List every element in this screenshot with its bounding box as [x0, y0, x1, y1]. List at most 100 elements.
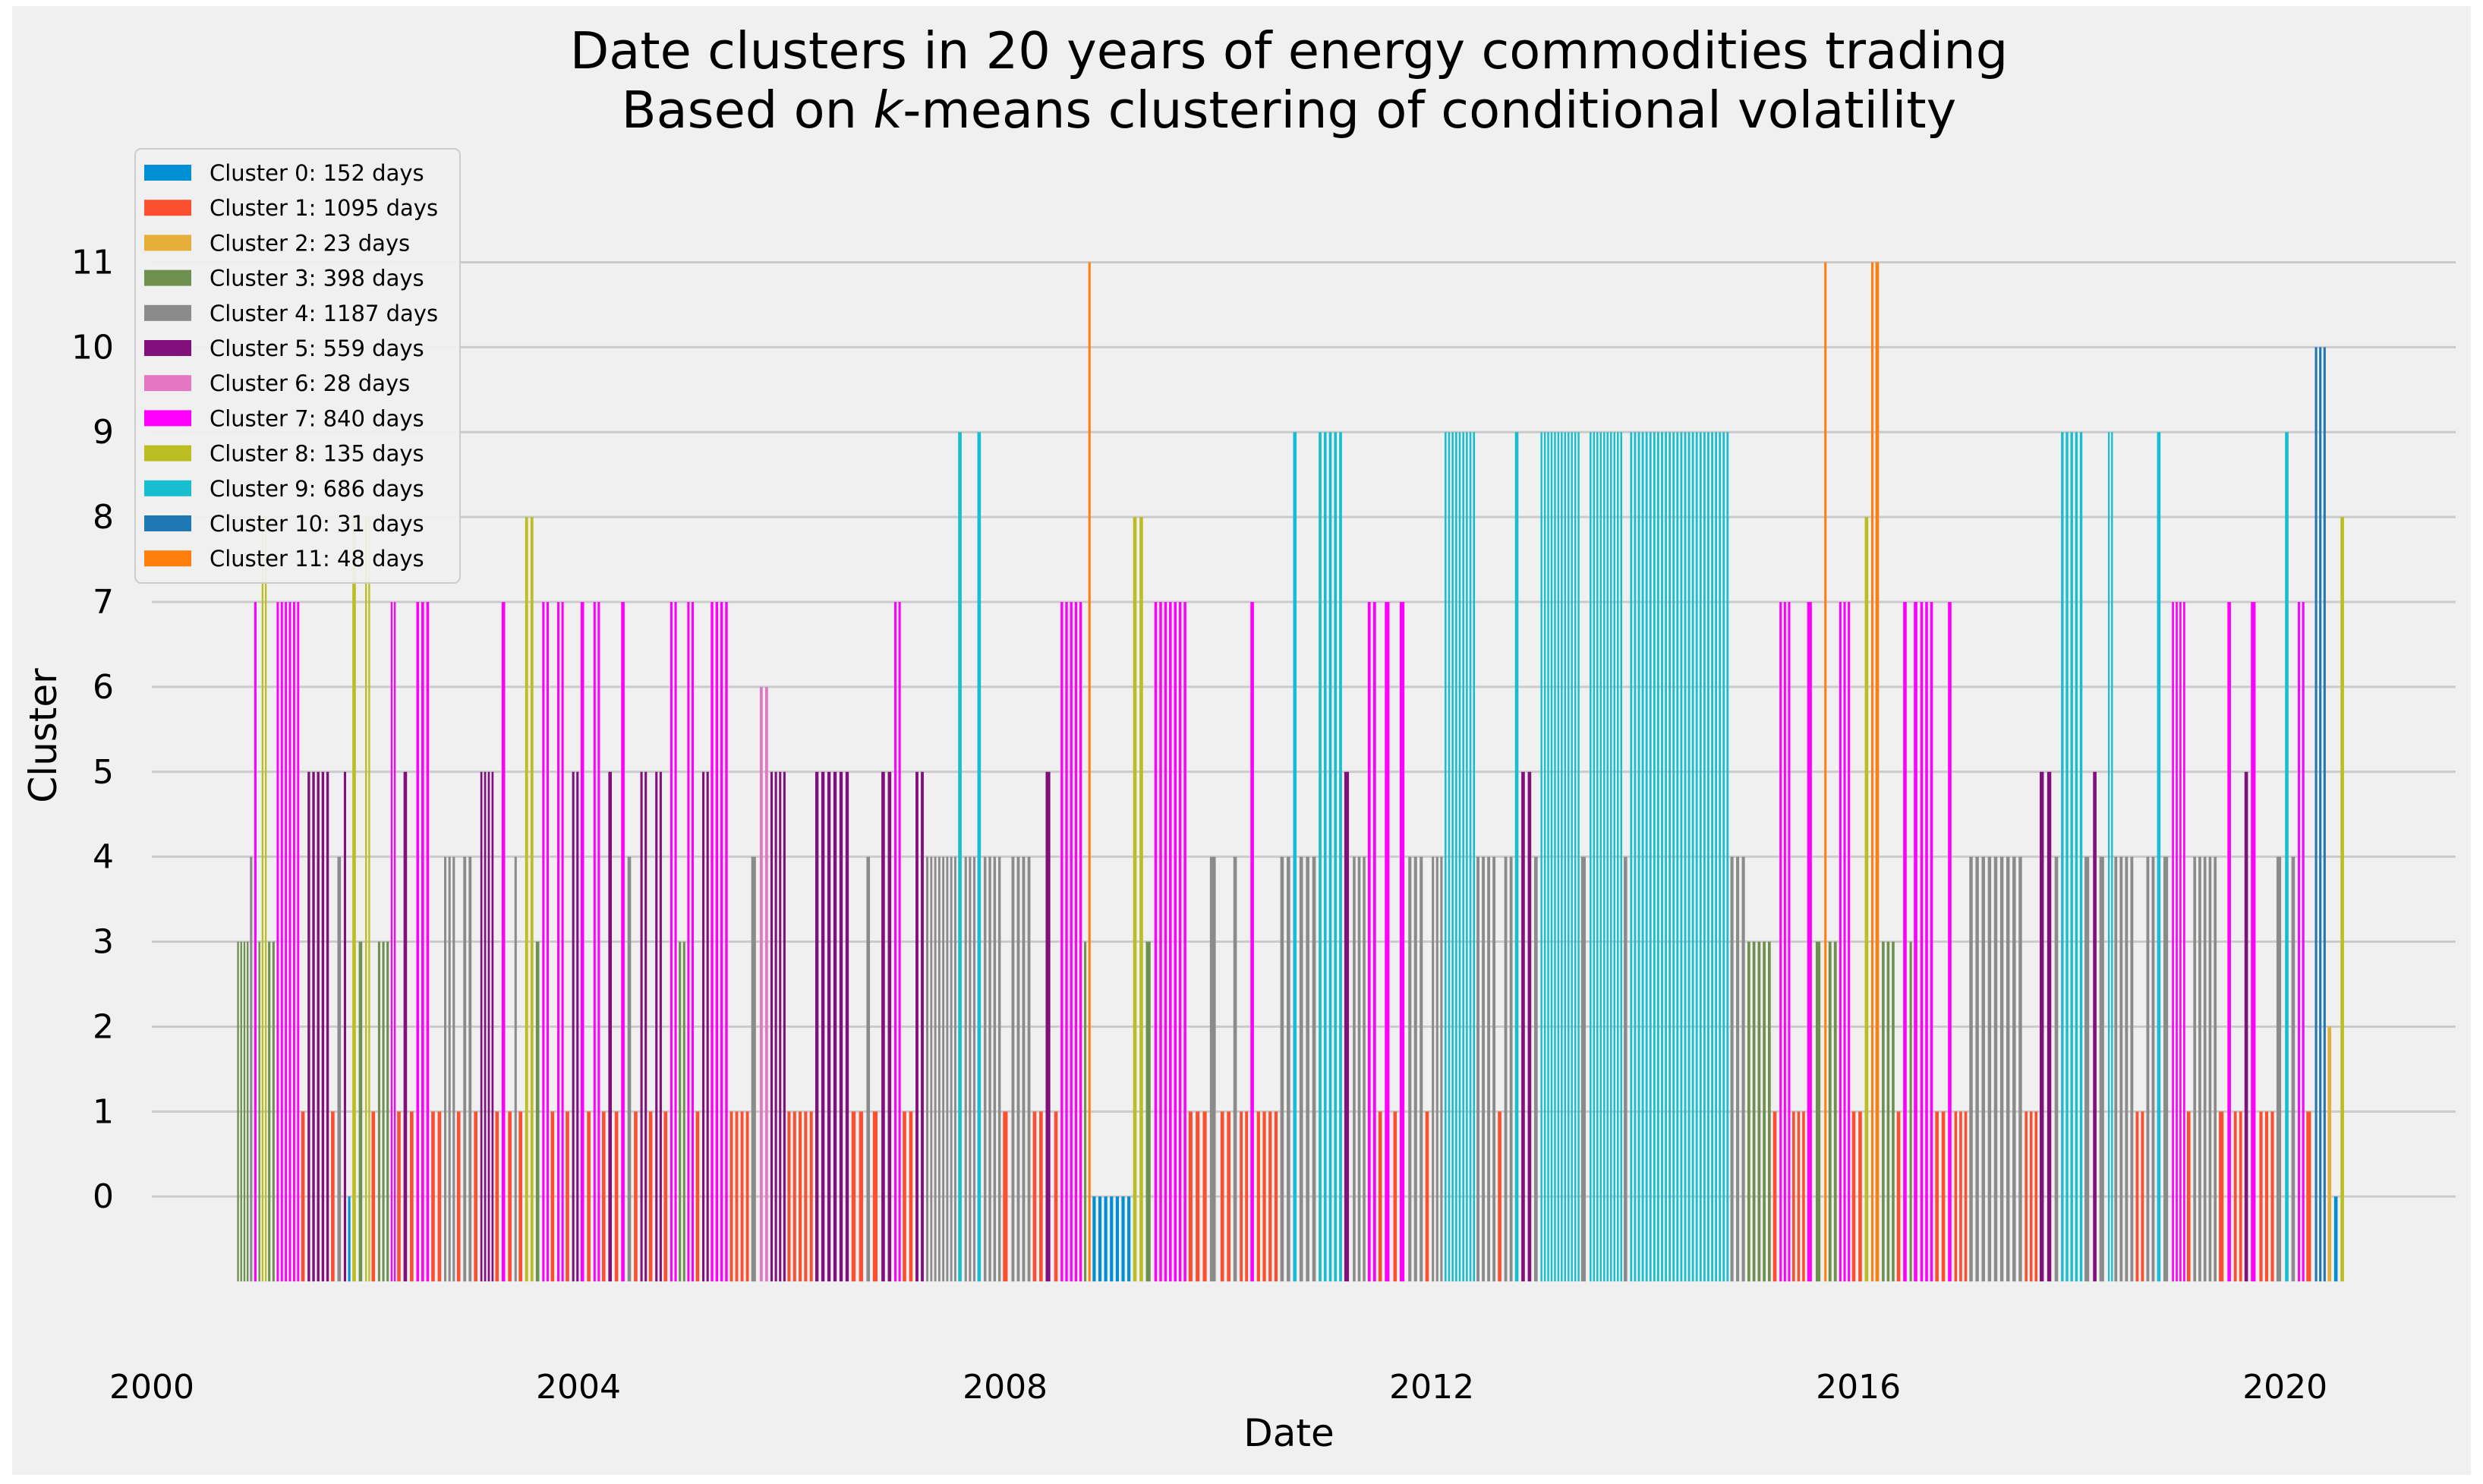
cluster-bar [542, 602, 545, 1282]
legend-label: Cluster 3: 398 days [210, 266, 424, 291]
cluster-bar [1293, 432, 1297, 1282]
cluster-bar [821, 771, 825, 1282]
cluster-bar [1240, 1111, 1243, 1282]
cluster-bar [326, 771, 329, 1282]
cluster-bar [431, 1111, 435, 1282]
cluster-bar [1399, 602, 1405, 1282]
cluster-bar [1339, 432, 1342, 1282]
y-tick-label: 4 [93, 838, 114, 877]
cluster-bar [1993, 856, 1998, 1282]
cluster-bar [1843, 602, 1846, 1282]
cluster-bar [764, 686, 768, 1282]
cluster-bar [426, 602, 430, 1282]
cluster-bar [1432, 856, 1435, 1282]
cluster-bar [1617, 432, 1619, 1282]
cluster-bar [930, 856, 933, 1282]
cluster-bar [268, 941, 271, 1282]
cluster-bar [1245, 1111, 1249, 1282]
cluster-bar [1561, 432, 1563, 1282]
cluster-bar [480, 771, 483, 1282]
cluster-bar [815, 771, 819, 1282]
cluster-bar [2114, 856, 2118, 1282]
legend-label: Cluster 0: 152 days [210, 160, 424, 186]
cluster-bar [1372, 602, 1376, 1282]
legend-label: Cluster 1: 1095 days [210, 195, 438, 221]
cluster-bar [1178, 602, 1182, 1282]
cluster-bar [1807, 602, 1812, 1282]
cluster-bar [2119, 856, 2123, 1282]
cluster-bar [576, 771, 579, 1282]
cluster-bar [1045, 771, 1051, 1282]
cluster-bar [1127, 1196, 1131, 1282]
cluster-bar [285, 602, 288, 1282]
cluster-bar [1420, 856, 1423, 1282]
cluster-bar [1227, 1111, 1230, 1282]
cluster-bar [1577, 432, 1580, 1282]
cluster-bar [720, 602, 723, 1282]
cluster-bar [1797, 1111, 1801, 1282]
cluster-bar [393, 602, 396, 1282]
cluster-bar [1011, 856, 1015, 1282]
cluster-bar [621, 602, 625, 1282]
cluster-bar [254, 602, 257, 1282]
cluster-bar [1969, 856, 1973, 1282]
cluster-bar [740, 1111, 744, 1282]
cluster-bar [1444, 432, 1447, 1282]
cluster-bar [1115, 1196, 1119, 1282]
cluster-bar [2239, 1111, 2242, 1282]
cluster-bar [2157, 432, 2161, 1282]
cluster-bar [1196, 1111, 1200, 1282]
legend-swatch [144, 480, 191, 496]
cluster-bar [1121, 1196, 1125, 1282]
cluster-bar [1571, 432, 1573, 1282]
cluster-bar [337, 856, 342, 1282]
cluster-bar [1378, 1111, 1382, 1282]
cluster-bar [2012, 856, 2016, 1282]
cluster-bar [1726, 432, 1729, 1282]
cluster-bar [2251, 602, 2256, 1282]
cluster-bar [2006, 856, 2010, 1282]
cluster-bar [1964, 1111, 1968, 1282]
cluster-bar [1954, 1111, 1958, 1282]
cluster-bar [1886, 941, 1890, 1282]
cluster-bar [1657, 432, 1659, 1282]
cluster-bar [1344, 771, 1350, 1282]
cluster-bar [977, 432, 982, 1282]
cluster-bar [1711, 432, 1713, 1282]
cluster-bar [491, 771, 494, 1282]
cluster-bar [1022, 856, 1026, 1282]
cluster-bar [1233, 856, 1237, 1282]
y-tick-label: 5 [93, 753, 114, 792]
cluster-bar [365, 517, 367, 1282]
cluster-bar [1098, 1196, 1102, 1282]
cluster-bar [368, 517, 370, 1282]
cluster-bar [1306, 856, 1309, 1282]
cluster-bar [691, 602, 695, 1282]
cluster-bar [1060, 602, 1063, 1282]
cluster-bar [1074, 602, 1078, 1282]
cluster-bar [403, 771, 408, 1282]
cluster-bar [2141, 1111, 2144, 1282]
cluster-bar [655, 771, 658, 1282]
cluster-bar [2107, 432, 2110, 1282]
cluster-bar [725, 602, 728, 1282]
cluster-bar [1920, 602, 1924, 1282]
cluster-bar [2208, 856, 2212, 1282]
cluster-bar [2233, 1111, 2237, 1282]
cluster-bar [1665, 432, 1667, 1282]
cluster-bar [331, 1111, 335, 1282]
cluster-bar [1653, 432, 1656, 1282]
cluster-bar [729, 1111, 733, 1282]
cluster-bar [297, 602, 300, 1282]
y-tick-label: 3 [93, 923, 114, 962]
cluster-bar [1747, 941, 1750, 1282]
y-tick-label: 7 [93, 583, 114, 622]
cluster-bar [934, 856, 937, 1282]
cluster-bar [915, 771, 919, 1282]
cluster-bar [448, 856, 451, 1282]
y-axis-ticks: 0 1 2 3 4 5 6 7 8 9 10 11 [71, 243, 114, 1216]
cluster-bar [893, 602, 897, 1282]
cluster-bar [437, 1111, 442, 1282]
cluster-bar [1425, 1111, 1429, 1282]
